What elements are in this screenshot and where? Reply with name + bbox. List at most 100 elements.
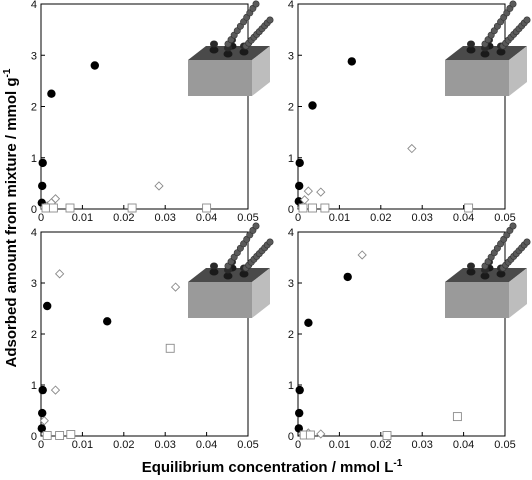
- x-tick-label: 0.04: [196, 212, 217, 224]
- data-point-open-diamond: [316, 187, 326, 197]
- panel-top-left: 0 0.01 0.02 0.03 0.04 0.05 0 1 2 3 4: [31, 0, 274, 224]
- x-tick-label: 0.01: [329, 212, 350, 224]
- y-tick-label: 3: [288, 278, 294, 290]
- y-axis-title: Adsorbed amount from mixture / mmol g-1: [2, 68, 20, 367]
- anchor-bead: [467, 40, 475, 48]
- box-side: [252, 268, 270, 318]
- panel-top-right: 0 0.01 0.02 0.03 0.04 0.05 0 1 2 3 4: [288, 0, 531, 224]
- anchor-bead: [209, 46, 219, 54]
- x-tick-label: 0.02: [113, 212, 134, 224]
- panel-bottom-right: 0 0.01 0.02 0.03 0.04 0.05 0 1 2 3 4: [288, 222, 531, 451]
- y-tick-label: 0: [288, 204, 294, 216]
- data-point-open-diamond: [170, 282, 181, 292]
- anchor-bead: [480, 50, 490, 58]
- chain-bead: [266, 238, 274, 246]
- y-tick-label: 0: [31, 431, 37, 443]
- anchor-bead: [210, 262, 218, 270]
- x-tick-label: 0.05: [237, 212, 258, 224]
- anchor-bead: [223, 50, 233, 58]
- plot-frame: [40, 3, 249, 210]
- data-point-open-diamond: [39, 416, 49, 426]
- data-point-open-diamond: [407, 143, 417, 154]
- data-point-filled-circle: [294, 424, 303, 433]
- data-point-open-square: [41, 203, 51, 213]
- x-tick-label: 0.01: [72, 212, 93, 224]
- box-front: [445, 60, 509, 96]
- y-tick-label: 2: [31, 329, 37, 341]
- data-point-open-square: [308, 203, 317, 213]
- anchor-bead: [239, 270, 249, 278]
- data-point-filled-circle: [47, 89, 56, 98]
- data-point-open-square: [42, 431, 52, 440]
- y-tick-label: 0: [31, 204, 37, 216]
- x-tick-label: 0.01: [329, 439, 350, 451]
- x-tick-label: 0: [38, 212, 44, 224]
- x-tick-label: 0.05: [494, 439, 515, 451]
- box-front: [188, 282, 252, 318]
- y-tick-label: 2: [31, 102, 37, 114]
- y-tick-label: 4: [31, 0, 37, 11]
- data-point-open-diamond: [50, 385, 61, 395]
- box-side: [509, 268, 527, 318]
- data-point-open-square: [165, 343, 175, 353]
- data-point-open-square: [320, 203, 330, 213]
- x-tick-label: 0.03: [154, 212, 175, 224]
- x-tick-label: 0.02: [370, 439, 391, 451]
- data-point-open-square: [305, 430, 315, 440]
- x-tick-label: 0.04: [453, 212, 474, 224]
- data-point-open-square: [202, 203, 212, 213]
- data-point-open-square: [452, 412, 462, 422]
- y-tick-label: 2: [288, 102, 294, 114]
- data-point-filled-circle: [90, 61, 100, 70]
- anchor-bead: [239, 48, 249, 56]
- data-point-open-square: [48, 203, 58, 213]
- x-tick-label: 0.05: [494, 212, 515, 224]
- x-tick-label: 0.04: [453, 439, 474, 451]
- y-axis-title-main: Adsorbed amount from mixture / mmol g: [3, 77, 20, 367]
- x-tick-label: 0.03: [411, 439, 432, 451]
- y-tick-label: 1: [31, 153, 37, 165]
- y-tick-label: 3: [31, 50, 37, 62]
- x-axis-title: Equilibrium concentration / mmol L-1: [142, 458, 403, 476]
- data-point-open-diamond: [357, 250, 367, 260]
- panel-bottom-left: 0 0.01 0.02 0.03 0.04 0.05 0 1 2 3 4: [31, 222, 274, 451]
- data-point-open-diamond: [50, 194, 61, 204]
- y-tick-label: 1: [288, 153, 294, 165]
- chain-bead: [252, 0, 260, 8]
- box-side: [252, 46, 270, 96]
- chain-bead: [252, 222, 260, 230]
- data-point-open-square: [382, 431, 392, 440]
- x-tick-label: 0.02: [113, 439, 134, 451]
- x-tick-label: 0: [38, 439, 44, 451]
- data-point-filled-circle: [38, 385, 47, 395]
- y-tick-label: 1: [288, 380, 294, 392]
- y-tick-label: 4: [31, 227, 37, 239]
- x-axis-title-sup: -1: [393, 458, 402, 469]
- anchor-bead: [210, 40, 218, 48]
- data-point-open-diamond: [316, 429, 326, 439]
- data-point-open-diamond: [303, 186, 313, 196]
- box-front: [445, 282, 509, 318]
- x-tick-label: 0.04: [196, 439, 217, 451]
- y-tick-label: 3: [288, 50, 294, 62]
- x-tick-label: 0: [295, 212, 301, 224]
- y-tick-label: 2: [288, 329, 294, 341]
- x-tick-label: 0.05: [237, 439, 258, 451]
- x-tick-label: 0: [295, 439, 301, 451]
- anchor-bead: [466, 46, 476, 54]
- plot-frame: [297, 231, 506, 437]
- data-point-filled-circle: [295, 385, 304, 395]
- data-point-filled-circle: [295, 408, 304, 418]
- anchor-bead: [467, 262, 475, 270]
- data-point-filled-circle: [295, 158, 304, 168]
- data-point-filled-circle: [37, 424, 46, 433]
- data-point-filled-circle: [304, 318, 313, 327]
- data-point-filled-circle: [103, 317, 112, 326]
- data-point-open-diamond: [54, 269, 65, 279]
- x-tick-label: 0.01: [72, 439, 93, 451]
- x-tick-label: 0.03: [411, 212, 432, 224]
- data-point-filled-circle: [38, 408, 47, 418]
- y-tick-label: 4: [288, 227, 294, 239]
- box-front: [188, 60, 252, 96]
